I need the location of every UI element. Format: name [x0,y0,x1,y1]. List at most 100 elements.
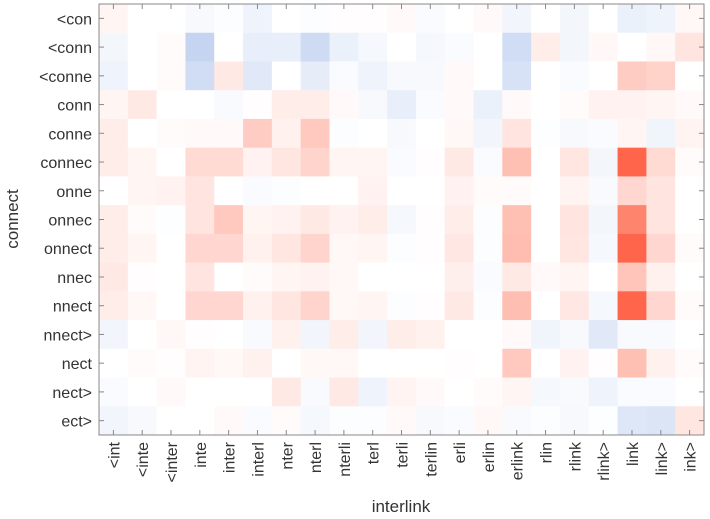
heatmap-cell [415,61,446,91]
heatmap-cell [502,61,532,91]
x-tick-label: terl [366,442,383,464]
heatmap-cell [502,291,532,321]
x-tick-label: rlink [567,441,584,471]
heatmap-cell [156,348,186,379]
x-tick-label: rlink> [596,442,613,481]
ticks [99,4,704,435]
heatmap-cell [329,233,359,264]
heatmap-cell [559,348,590,379]
heatmap-cell [588,32,619,62]
heatmap-cell [444,61,475,91]
heatmap-cell [531,118,561,149]
heatmap-cell [617,90,647,120]
x-tick-label: rlin [539,442,556,463]
heatmap-cell [214,90,244,120]
heatmap-cell [588,176,619,206]
heatmap-cell [617,147,647,177]
heatmap-cell [185,205,215,235]
heatmap-cell [559,32,590,62]
y-axis-label: connect [3,189,22,249]
heatmap-cell [473,61,503,91]
x-tick-label: <inter [164,441,181,482]
heatmap-cell [185,320,215,350]
x-tick-label: link> [654,442,671,475]
heatmap-cell [387,205,417,235]
heatmap-cell [588,90,619,120]
heatmap-cell [156,377,186,407]
heatmap-cell [646,320,676,350]
heatmap-cell [243,320,273,350]
heatmap-cell [502,118,532,149]
heatmap-cell [387,233,417,264]
heatmap-cell [243,377,273,407]
heatmap-cell [588,147,619,177]
heatmap-cell [531,205,561,235]
heatmap-cell [185,176,215,206]
heatmap-cell [387,147,417,177]
heatmap-cell [300,205,330,235]
heatmap-cell [531,348,561,379]
heatmap-cell [617,377,647,407]
heatmap-cell [243,61,273,91]
heatmap-cell [646,61,676,91]
y-tick-label: connec [40,155,92,172]
heatmap-cell [329,176,359,206]
heatmap-cell [473,90,503,120]
heatmap-cell [214,291,244,321]
y-tick-label: ect> [61,414,92,431]
heatmap-cell [588,291,619,321]
heatmap-cell [531,233,561,264]
heatmap-cell [502,32,532,62]
heatmap-cell [646,348,676,379]
heatmap-cell [329,377,359,407]
heatmap-cell [617,61,647,91]
heatmap-cell [473,176,503,206]
x-tick-label: nterl [308,442,325,473]
x-tick-label: ink> [683,442,700,472]
heatmap-cell [300,291,330,321]
heatmap-cell [444,147,475,177]
heatmap-cell [156,205,186,235]
heatmap-cell [358,233,388,264]
heatmap-cell [387,291,417,321]
heatmap-cell [127,377,158,407]
heatmap-cell [473,32,503,62]
heatmap-cell [127,291,158,321]
heatmap-cell [185,118,215,149]
heatmap-cell [387,320,417,350]
heatmap-cell [588,348,619,379]
y-tick-label: onnec [48,213,92,230]
heatmap-cell [243,291,273,321]
heatmap-cell [646,262,676,292]
heatmap-cell [415,147,446,177]
heatmap-cell [271,233,302,264]
heatmap-cell [502,90,532,120]
x-tick-label: terli [395,442,412,468]
heatmap-cell [444,348,475,379]
heatmap-cell [127,176,158,206]
x-tick-label: inter [222,441,239,473]
heatmap-cell [300,118,330,149]
heatmap-cell [502,176,532,206]
heatmap-cell [502,233,532,264]
heatmap-cell [156,147,186,177]
heatmap-cell [243,32,273,62]
heatmap-cell [387,262,417,292]
heatmap-cell [531,262,561,292]
heatmap-cell [300,147,330,177]
heatmap-cell [473,118,503,149]
heatmap-cell [300,176,330,206]
heatmap-cell [502,147,532,177]
heatmap-cell [243,176,273,206]
heatmap-cell [473,348,503,379]
heatmap-cell [559,90,590,120]
heatmap-cell [646,32,676,62]
heatmap-cell [156,90,186,120]
heatmap-cell [473,205,503,235]
heatmap-cell [243,147,273,177]
heatmap-cell [444,291,475,321]
x-tick-label: interl [250,442,267,477]
heatmap-cell [243,262,273,292]
heatmap-cell [329,32,359,62]
heatmap-cell [387,118,417,149]
